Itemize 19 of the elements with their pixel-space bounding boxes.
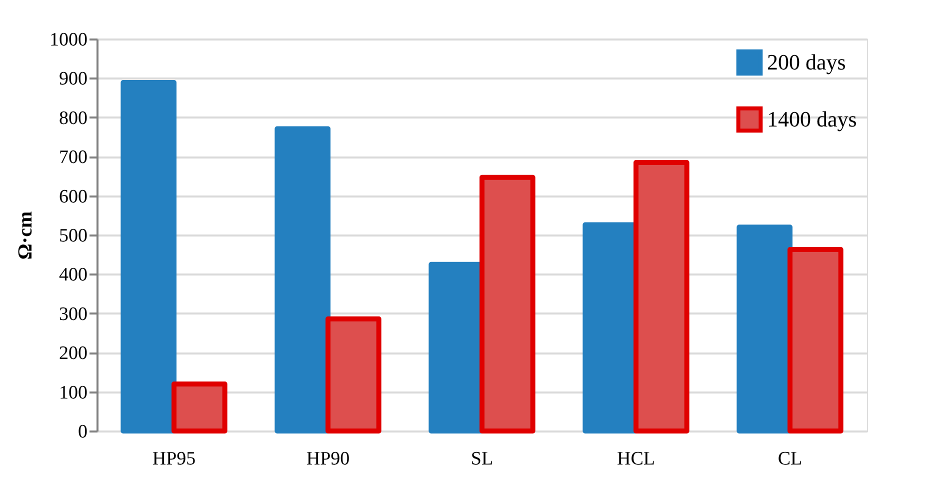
x-tick-label: HP90 — [306, 448, 350, 470]
x-tick-label: HCL — [617, 448, 655, 470]
y-tick-label: 300 — [59, 304, 88, 325]
y-tick-label: 1000 — [50, 30, 88, 50]
legend-label: 1400 days — [767, 106, 857, 132]
y-tick-label: 100 — [59, 382, 88, 404]
y-tick-label: 900 — [59, 68, 88, 90]
y-tick-label: 600 — [59, 186, 88, 208]
y-tick-label: 200 — [59, 343, 88, 364]
legend-label: 200 days — [767, 50, 846, 74]
x-tick-label: CL — [778, 448, 802, 470]
x-tick-label: SL — [470, 448, 494, 470]
y-tick-label: 400 — [59, 264, 88, 286]
y-tick-label: 700 — [59, 147, 88, 168]
y-tick-label: 500 — [59, 226, 88, 246]
y-axis-title: Ω·cm — [14, 211, 36, 260]
y-tick-label: 0 — [78, 422, 88, 442]
x-tick-label: HP95 — [152, 448, 196, 470]
y-tick-label: 800 — [59, 108, 88, 129]
